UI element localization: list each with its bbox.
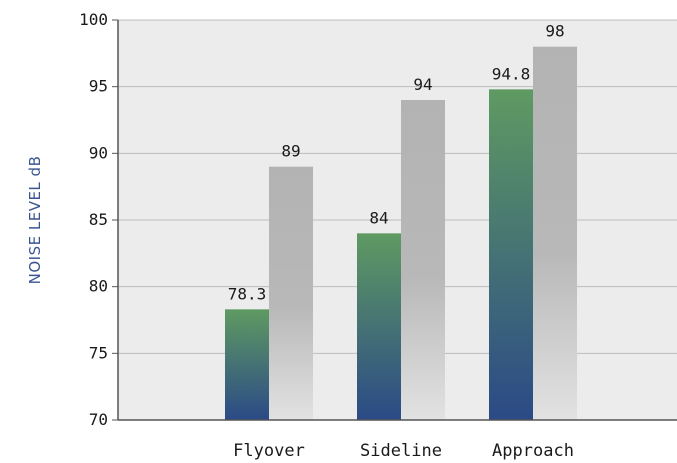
data-label-sideline-series-1: 84 xyxy=(369,208,388,227)
data-label-sideline-series-2: 94 xyxy=(413,75,432,94)
category-label-flyover: Flyover xyxy=(233,441,305,461)
y-axis-title: NOISE LEVEL dB xyxy=(26,156,44,285)
labels: 70 75 80 85 90 95 100 78.3 89 Flyover 84 94 Sideline… xyxy=(79,10,574,461)
bar-approach-series-1 xyxy=(489,89,533,420)
bar-sideline-series-2 xyxy=(401,100,445,420)
category-label-sideline: Sideline xyxy=(360,441,442,461)
y-tick-label-90: 90 xyxy=(89,143,108,162)
data-label-flyover-series-2: 89 xyxy=(281,142,300,161)
data-label-flyover-series-1: 78.3 xyxy=(228,284,267,303)
data-label-approach-series-2: 98 xyxy=(545,22,564,41)
y-tick-label-75: 75 xyxy=(89,343,108,362)
y-tick-label-80: 80 xyxy=(89,277,108,296)
y-tick-label-85: 85 xyxy=(89,210,108,229)
bar-sideline-series-1 xyxy=(357,233,401,420)
y-tick-label-70: 70 xyxy=(89,410,108,429)
bar-flyover-series-1 xyxy=(225,309,269,420)
data-label-approach-series-1: 94.8 xyxy=(492,64,531,83)
y-tick-label-100: 100 xyxy=(79,10,108,29)
bars xyxy=(225,46,577,421)
y-tick-label-95: 95 xyxy=(89,77,108,96)
category-label-approach: Approach xyxy=(492,441,574,461)
bar-approach-series-2 xyxy=(533,46,577,421)
axes xyxy=(112,19,677,421)
bar-flyover-series-2 xyxy=(269,166,313,420)
